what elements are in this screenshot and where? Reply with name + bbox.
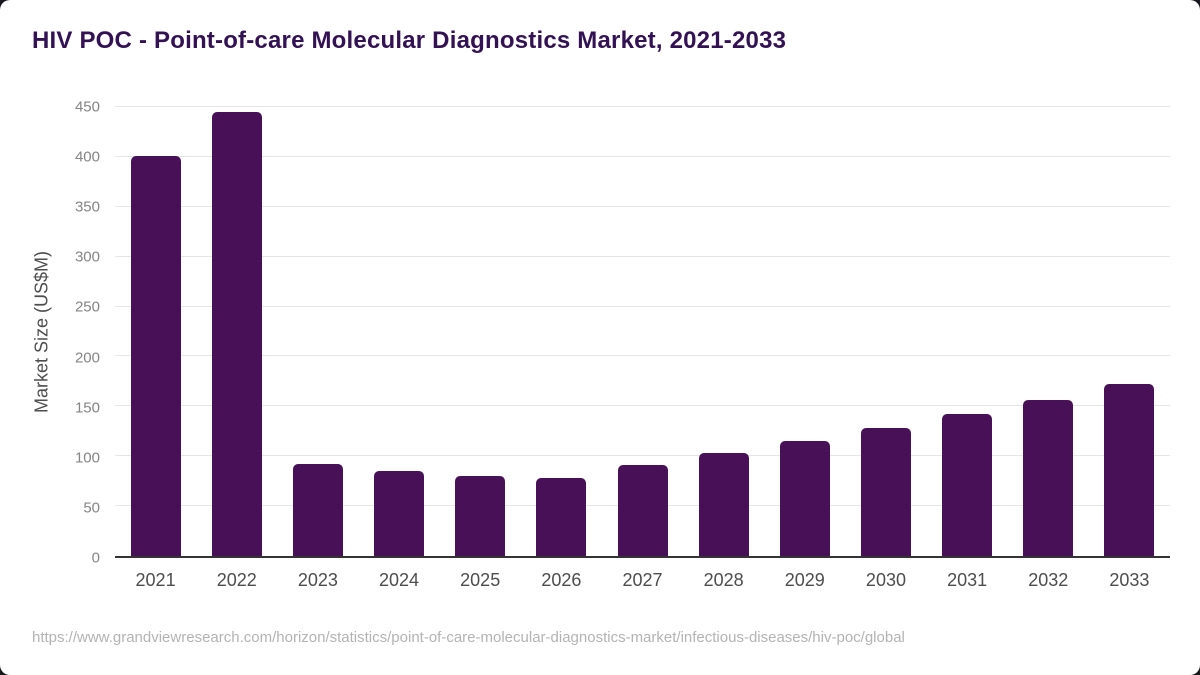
y-axis-tick-250: 250 <box>74 298 100 316</box>
bar-2022[interactable] <box>211 112 262 556</box>
x-axis-label-2031: 2031 <box>947 570 988 590</box>
x-axis-label-2023: 2023 <box>297 570 338 590</box>
x-axis-label-2025: 2025 <box>460 570 501 590</box>
x-axis-label-2026: 2026 <box>541 570 582 590</box>
y-axis-tick-100: 100 <box>74 449 100 467</box>
bar-2026[interactable] <box>536 478 587 556</box>
bar-2031[interactable] <box>942 414 993 556</box>
x-axis-label-2030: 2030 <box>865 570 906 590</box>
x-axis-label-2022: 2022 <box>216 570 257 590</box>
gridline-200 <box>115 355 1170 357</box>
source-url: https://www.grandviewresearch.com/horizo… <box>32 629 905 646</box>
x-axis-label-2021: 2021 <box>135 570 176 590</box>
bar-2027[interactable] <box>617 465 668 556</box>
bar-2024[interactable] <box>374 471 425 556</box>
bar-2021[interactable] <box>130 155 181 556</box>
bar-2033[interactable] <box>1104 384 1155 556</box>
bar-2029[interactable] <box>779 441 830 556</box>
gridline-250 <box>115 305 1170 307</box>
gridline-300 <box>115 255 1170 257</box>
x-axis-label-2027: 2027 <box>622 570 663 590</box>
gridline-100 <box>115 455 1170 457</box>
y-axis-tick-400: 400 <box>74 148 100 166</box>
y-axis-tick-450: 450 <box>74 98 100 116</box>
x-axis-label-2029: 2029 <box>784 570 825 590</box>
bar-2028[interactable] <box>698 453 749 556</box>
y-axis-tick-50: 50 <box>83 499 100 517</box>
y-axis-tick-200: 200 <box>74 349 100 367</box>
y-axis-tick-350: 350 <box>74 198 100 216</box>
y-axis-labels: 0 50 100 150 200 250 300 350 400 450 <box>0 100 100 566</box>
bar-2023[interactable] <box>292 464 343 556</box>
y-axis-tick-0: 0 <box>91 549 100 567</box>
gridline-150 <box>115 405 1170 407</box>
x-axis-label-2024: 2024 <box>379 570 420 590</box>
chart-title: HIV POC - Point-of-care Molecular Diagno… <box>32 27 787 54</box>
x-axis-label-2033: 2033 <box>1109 570 1150 590</box>
gridline-400 <box>115 155 1170 157</box>
plot-area <box>115 106 1170 558</box>
bar-2025[interactable] <box>455 476 506 556</box>
x-axis-label-2028: 2028 <box>703 570 744 590</box>
y-axis-tick-300: 300 <box>74 248 100 266</box>
x-axis-label-2032: 2032 <box>1028 570 1069 590</box>
bar-2030[interactable] <box>860 428 911 556</box>
bar-2032[interactable] <box>1023 400 1074 556</box>
y-axis-tick-150: 150 <box>74 399 100 417</box>
gridline-450 <box>115 106 1170 107</box>
x-axis-labels: 2021 2022 2023 2024 2025 2026 2027 2028 2029 2030… <box>115 571 1170 595</box>
gridline-350 <box>115 205 1170 207</box>
